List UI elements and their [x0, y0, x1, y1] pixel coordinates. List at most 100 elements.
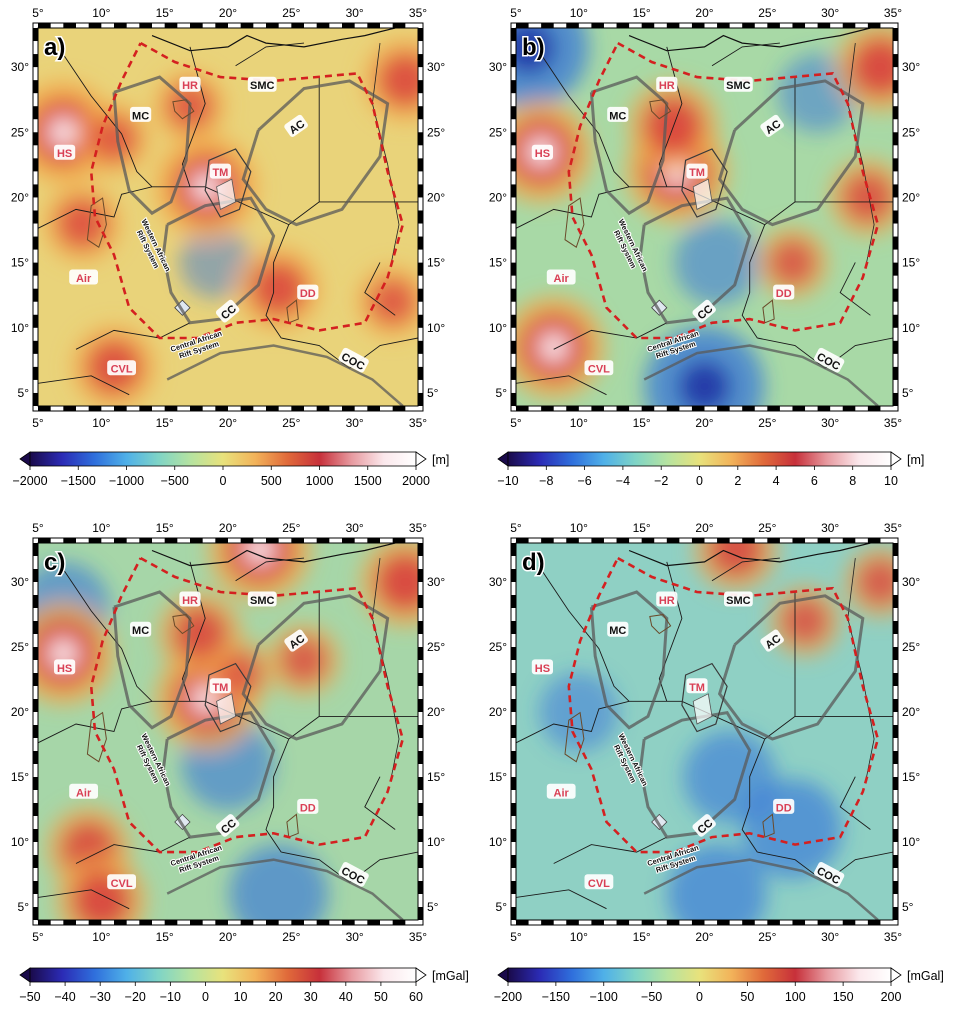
lon-tick-top: 15°	[156, 521, 174, 535]
label-hr: HR	[179, 76, 201, 92]
lon-tick-top: 35°	[884, 6, 902, 20]
colorbar-tick: 2	[734, 474, 741, 488]
field-b	[516, 28, 893, 406]
svg-text:HR: HR	[659, 595, 675, 607]
colorbar-tick: −150	[542, 990, 570, 1004]
colorbar-tick: 8	[849, 474, 856, 488]
tm-outline	[681, 148, 728, 218]
country-border	[364, 262, 396, 316]
lon-tick-bottom: 5°	[510, 930, 522, 944]
colorbar-tick: −2	[654, 474, 668, 488]
dd-outline	[286, 299, 299, 324]
colorbar-unit: [m]	[907, 453, 924, 467]
map-frame	[32, 22, 424, 412]
country-border	[711, 42, 780, 67]
colorbar-tick: −50	[19, 990, 40, 1004]
anomaly-low	[539, 672, 619, 752]
label-dd: DD	[773, 798, 795, 814]
lat-tick-left: 5°	[18, 900, 30, 914]
label-smc: SMC	[247, 76, 277, 92]
dd-outline	[762, 813, 775, 838]
svg-text:HR: HR	[182, 80, 198, 92]
ac-boundary	[717, 594, 865, 741]
country-border	[516, 889, 607, 910]
lat-tick-right: 5°	[427, 386, 439, 400]
tm-summit	[216, 693, 237, 725]
nile-river	[371, 43, 400, 263]
label-dd: DD	[297, 284, 319, 300]
lat-tick-left: 10°	[11, 321, 29, 335]
colorbar-tick: 10	[884, 474, 898, 488]
label-air: Air	[546, 269, 576, 285]
mc-boundary	[589, 590, 669, 730]
colorbar-b: −10 −8 −6 −4 −2 0 2 4 6 8 10 [m]	[497, 451, 924, 488]
colorbar-min-arrow	[19, 967, 31, 983]
panel-label: b)	[522, 34, 545, 61]
colorbar-tick: 500	[261, 474, 282, 488]
lon-tick-top: 5°	[510, 521, 522, 535]
country-border	[75, 836, 191, 864]
lat-tick-right: 30°	[427, 60, 445, 74]
lon-tick-top: 35°	[409, 6, 427, 20]
air-outline	[564, 711, 585, 763]
study-area-boundary	[567, 556, 880, 854]
nile-river	[847, 558, 875, 777]
label-hs: HS	[531, 144, 553, 160]
svg-text:HR: HR	[659, 80, 675, 92]
tm-outline	[681, 662, 728, 733]
svg-text:CVL: CVL	[588, 878, 610, 890]
lon-tick-bottom: 10°	[92, 930, 110, 944]
colorbar-tick: 0	[202, 990, 209, 1004]
lon-tick-bottom: 25°	[282, 930, 300, 944]
lon-tick-bottom: 20°	[695, 930, 713, 944]
anomaly-low	[742, 779, 843, 879]
lon-tick-bottom: 10°	[92, 416, 110, 430]
air-outline	[86, 197, 107, 248]
coastline	[151, 543, 396, 567]
country-border	[38, 889, 130, 910]
svg-text:HS: HS	[535, 148, 550, 160]
lake-chad	[174, 813, 191, 831]
svg-text:CVL: CVL	[588, 364, 610, 376]
anomaly-low	[674, 219, 760, 306]
colorbar-gradient	[507, 451, 892, 467]
svg-text:HS: HS	[57, 148, 72, 160]
label-smc: SMC	[724, 76, 753, 92]
lon-tick-top: 35°	[884, 521, 902, 535]
colorbar-tick: −10	[497, 474, 518, 488]
lat-tick-left: 20°	[489, 190, 507, 204]
colorbar-tick: 4	[773, 474, 780, 488]
lat-tick-right: 25°	[427, 640, 445, 654]
svg-text:DD: DD	[776, 802, 792, 814]
country-border	[711, 557, 780, 582]
ac-boundary	[241, 79, 390, 227]
coc-boundary	[166, 858, 404, 920]
svg-text:Air: Air	[554, 787, 570, 799]
tm-outline	[204, 148, 252, 218]
tm-summit	[692, 693, 713, 725]
mc-boundary	[112, 75, 192, 216]
colorbar-tick: −200	[494, 990, 522, 1004]
colorbar-tick: 60	[409, 990, 423, 1004]
lon-tick-bottom: 20°	[219, 416, 237, 430]
coc-boundary	[166, 344, 404, 406]
lon-tick-bottom: 35°	[409, 416, 427, 430]
colorbar-tick: −6	[577, 474, 591, 488]
study-area-boundary	[567, 41, 880, 340]
anomaly-low	[229, 844, 329, 920]
lon-tick-top: 25°	[282, 521, 300, 535]
colorbar-unit: [m]	[432, 453, 449, 467]
colorbar-unit: [mGal]	[907, 969, 944, 983]
svg-text:DD: DD	[300, 288, 316, 300]
label-mc: MC	[607, 621, 629, 637]
lon-tick-top: 25°	[282, 6, 300, 20]
lat-tick-right: 30°	[427, 575, 445, 589]
lon-tick-top: 20°	[219, 6, 237, 20]
svg-text:HS: HS	[57, 663, 72, 675]
lat-tick-right: 5°	[902, 386, 914, 400]
dd-outline	[286, 813, 299, 838]
label-smc: SMC	[247, 591, 277, 607]
colorbar-tick: 1000	[306, 474, 334, 488]
